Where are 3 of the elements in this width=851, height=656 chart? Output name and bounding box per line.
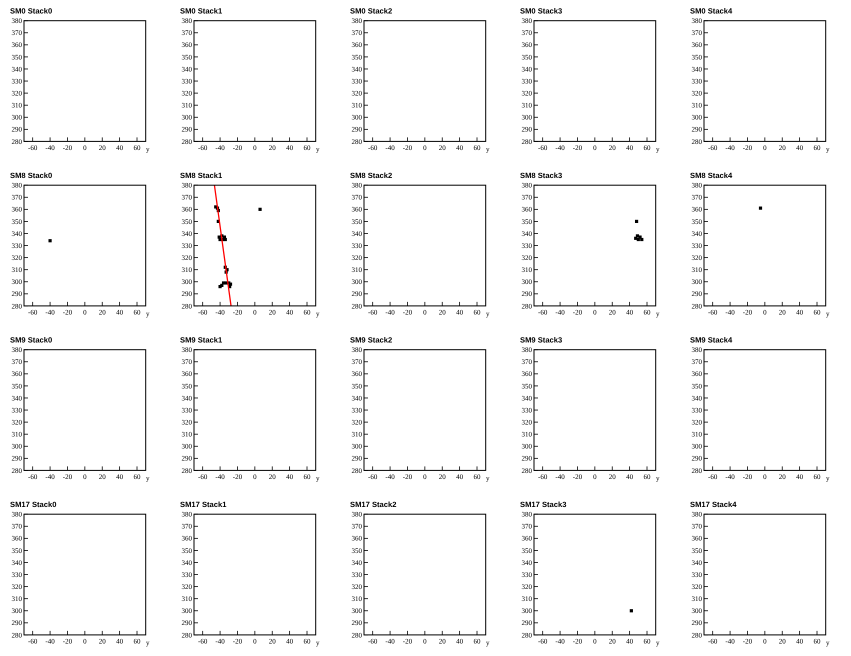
point bbox=[636, 238, 640, 242]
point bbox=[640, 238, 644, 242]
point bbox=[258, 208, 262, 211]
